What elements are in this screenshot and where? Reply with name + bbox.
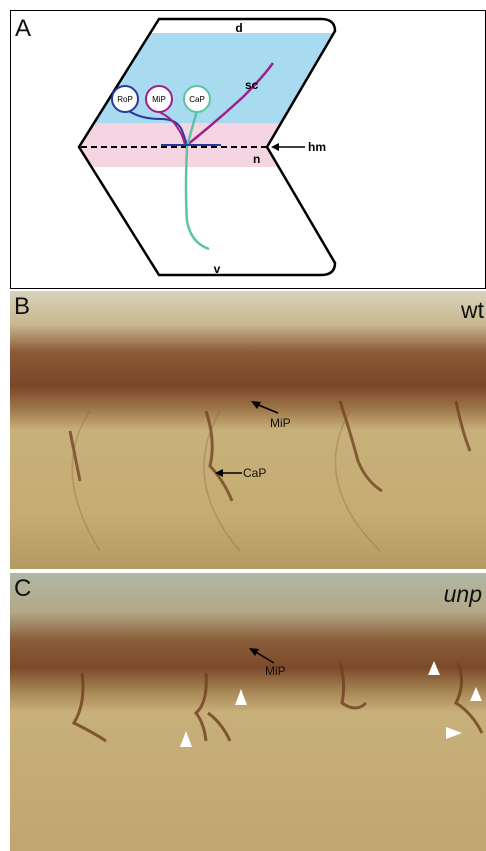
notochord-region bbox=[79, 123, 335, 167]
arrowhead-icon bbox=[428, 661, 440, 675]
mip-axon bbox=[156, 110, 186, 146]
mip-dorsal-axon bbox=[186, 62, 275, 146]
panel-c-micrograph: MiP C unp bbox=[10, 573, 486, 851]
cap-label: CaP bbox=[189, 95, 205, 104]
mip-arrow-head-icon bbox=[249, 648, 259, 656]
mip-arrow-icon bbox=[255, 403, 279, 414]
panel-b-nerves bbox=[68, 400, 472, 502]
panel-c-nerves bbox=[71, 662, 484, 743]
arrowhead-icon bbox=[446, 727, 462, 739]
rop-cell-body bbox=[111, 85, 139, 113]
cap-axon bbox=[184, 110, 210, 251]
panel-c-genotype: unp bbox=[443, 581, 482, 607]
mip-arrow-icon bbox=[253, 650, 275, 664]
panel-b-mip-label: MiP bbox=[270, 416, 291, 430]
mip-label: MiP bbox=[152, 95, 166, 104]
panel-b-cap-label: CaP bbox=[243, 466, 266, 480]
panel-c-image: MiP bbox=[10, 573, 486, 851]
mip-cell-body bbox=[145, 85, 173, 113]
hm-arrow-head-icon bbox=[271, 143, 279, 151]
panel-b-micrograph: MiP CaP B wt bbox=[10, 291, 486, 569]
notochord-label: n bbox=[253, 152, 260, 166]
cap-cell-body bbox=[183, 85, 211, 113]
panel-a-schematic: A RoP MiP CaP d v sc n bbox=[10, 10, 486, 289]
mip-arrow-head-icon bbox=[251, 401, 261, 409]
panel-b-genotype: wt bbox=[461, 297, 484, 323]
arrowhead-icon bbox=[235, 689, 247, 705]
arrowhead-icon bbox=[470, 687, 482, 701]
rop-axon bbox=[128, 110, 219, 146]
panel-a-letter: A bbox=[15, 15, 32, 42]
panel-b-letter: B bbox=[14, 293, 31, 320]
panel-c-letter: C bbox=[14, 575, 32, 602]
ventral-label: v bbox=[214, 262, 221, 276]
somite-chevron-outline bbox=[77, 17, 337, 277]
arrowheads bbox=[180, 661, 482, 747]
panel-c-mip-label: MiP bbox=[265, 664, 286, 678]
dorsal-label: d bbox=[235, 21, 242, 35]
rop-label: RoP bbox=[117, 95, 133, 104]
cap-arrow-head-icon bbox=[215, 469, 223, 477]
hm-label: hm bbox=[308, 140, 326, 154]
arrowhead-icon bbox=[180, 731, 192, 747]
somite-diagram: RoP MiP CaP d v sc n hm bbox=[77, 17, 337, 277]
spinal-cord-label: sc bbox=[245, 78, 259, 92]
panel-b-image: MiP CaP bbox=[10, 291, 486, 569]
